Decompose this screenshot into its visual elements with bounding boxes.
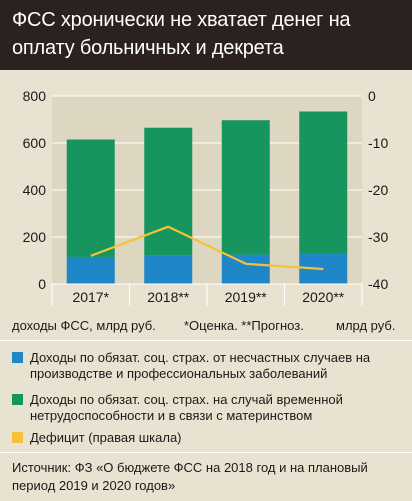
x-tick-label: 2020** [302,289,345,305]
bar-sickleave-income [66,139,115,257]
legend-label: Доходы по обязат. соц. страх. от несчаст… [30,350,371,381]
chart-area: 0 200 400 600 800 0 -10 -20 -30 -40 2017* 2018** 201… [0,70,412,346]
y2-tick-label: -10 [368,135,388,151]
deficit-line [90,225,324,271]
bar-sickleave-income [299,111,348,254]
bar-accident-income [221,254,270,284]
footnote-estimate-forecast: *Оценка. **Прогноз. [184,318,304,333]
legend-swatch-yellow [12,432,23,443]
source-note: Источник: ФЗ «О бюджете ФСС на 2018 год … [12,460,368,493]
bar-sickleave-income [221,120,270,255]
y2-tick-label: -30 [368,229,388,245]
x-tick-label: 2018** [147,289,190,305]
x-tick-label: 2017* [72,289,109,305]
x-tick-label: 2019** [225,289,268,305]
right-axis-unit-note: млрд руб. [336,318,396,333]
legend: Доходы по обязат. соц. страх. от несчаст… [0,346,412,450]
y-tick-label: 200 [23,229,47,245]
y-tick-label: 0 [38,276,46,292]
legend-label: Доходы по обязат. соц. страх. на случай … [30,392,343,423]
legend-swatch-blue [12,352,23,363]
chart-title: ФСС хронически не хватает денег на оплат… [12,9,351,59]
y2-tick-label: -40 [368,276,388,292]
bar-sickleave-income [144,127,193,256]
y-tick-label: 800 [23,88,47,104]
bar-accident-income [144,255,193,284]
y2-tick-label: 0 [368,88,376,104]
y-tick-label: 400 [23,182,47,198]
y-tick-label: 600 [23,135,47,151]
left-axis-unit-note: доходы ФСС, млрд руб. [12,318,156,333]
source-box: Источник: ФЗ «О бюджете ФСС на 2018 год … [0,452,412,501]
legend-label: Дефицит (правая шкала) [30,430,182,445]
title-banner: ФСС хронически не хватает денег на оплат… [0,0,412,70]
divider [0,340,412,341]
combo-chart: 0 200 400 600 800 0 -10 -20 -30 -40 2017* 2018** 201… [23,88,388,306]
y2-tick-label: -20 [368,182,388,198]
bar-accident-income [66,256,115,284]
legend-swatch-green [12,394,23,405]
